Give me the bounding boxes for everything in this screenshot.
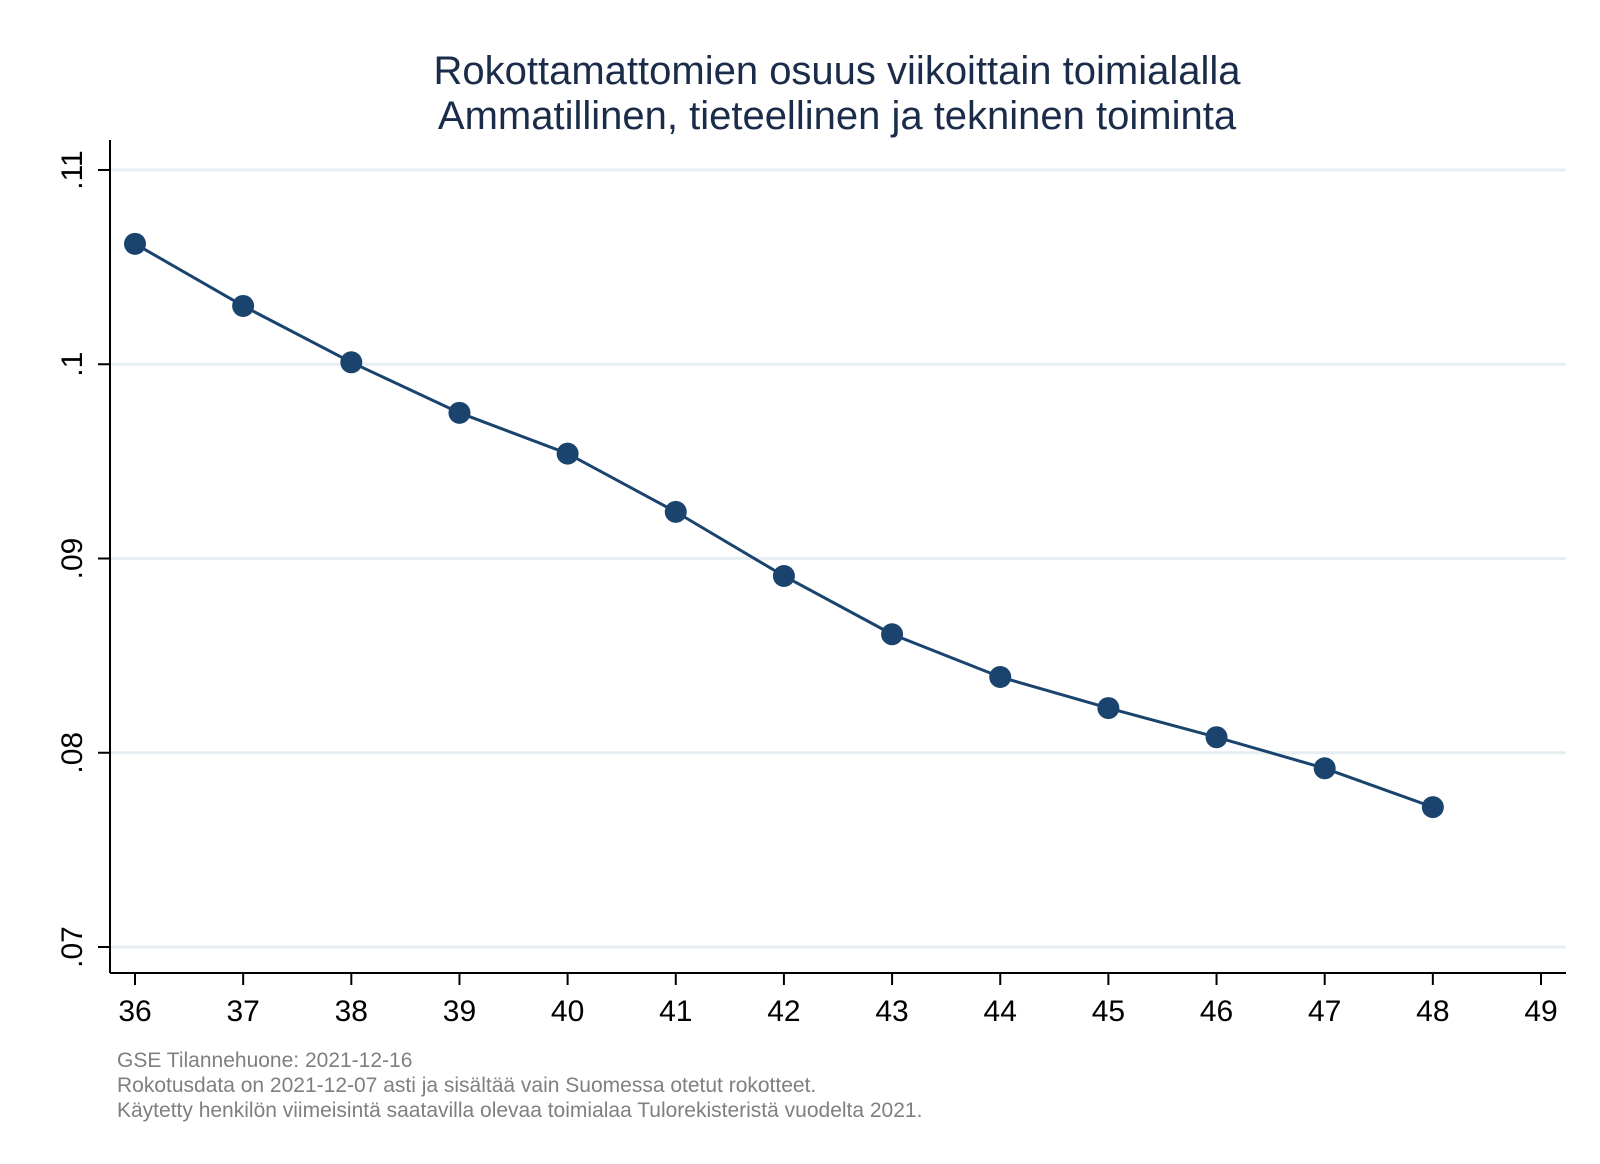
x-tick-label: 43 xyxy=(875,995,908,1028)
y-tick-label: .1 xyxy=(56,352,89,377)
x-tick-label: 49 xyxy=(1524,995,1557,1028)
title-line-2: Ammatillinen, tieteellinen ja tekninen t… xyxy=(438,94,1237,138)
x-tick-label: 44 xyxy=(984,995,1017,1028)
x-tick-label: 47 xyxy=(1308,995,1341,1028)
data-series xyxy=(124,232,1444,819)
x-tick-label: 41 xyxy=(659,995,692,1028)
x-tick-label: 45 xyxy=(1092,995,1125,1028)
series-line xyxy=(134,242,1434,809)
y-tick-label: .08 xyxy=(56,732,89,774)
data-point xyxy=(989,665,1012,688)
data-point xyxy=(1313,757,1336,780)
data-point xyxy=(448,401,471,424)
x-tick-label: 48 xyxy=(1416,995,1449,1028)
data-point xyxy=(664,500,687,523)
data-point xyxy=(1421,796,1444,819)
note-line-1: GSE Tilannehuone: 2021-12-16 xyxy=(117,1049,412,1072)
gridlines xyxy=(110,168,1566,949)
note-line-2: Rokotusdata on 2021-12-07 asti ja sisält… xyxy=(117,1074,816,1097)
data-point xyxy=(772,564,795,587)
x-tick-label: 37 xyxy=(226,995,259,1028)
chart-notes: GSE Tilannehuone: 2021-12-16 Rokotusdata… xyxy=(117,1049,922,1122)
x-tick-label: 38 xyxy=(335,995,368,1028)
data-point xyxy=(340,351,363,374)
x-tick-label: 46 xyxy=(1200,995,1233,1028)
axes xyxy=(109,140,1566,974)
chart-title: Rokottamattomien osuus viikoittain toimi… xyxy=(433,49,1241,138)
data-point xyxy=(556,442,579,465)
title-line-1: Rokottamattomien osuus viikoittain toimi… xyxy=(433,49,1241,93)
data-point xyxy=(124,232,146,255)
y-axis-ticks: .07 .08 .09 .1 .11 xyxy=(56,150,110,968)
y-tick-label: .11 xyxy=(56,150,89,189)
y-tick-label: .09 xyxy=(56,538,89,580)
note-line-3: Käytetty henkilön viimeisintä saatavilla… xyxy=(117,1099,922,1122)
x-tick-label: 36 xyxy=(118,995,151,1028)
y-tick-label: .07 xyxy=(56,926,89,968)
x-axis-ticks: 36 37 38 39 40 41 42 43 44 45 46 47 48 49 xyxy=(118,973,1558,1028)
x-tick-label: 40 xyxy=(551,995,584,1028)
data-point xyxy=(881,623,904,646)
x-tick-label: 39 xyxy=(443,995,476,1028)
data-point xyxy=(1205,726,1228,749)
data-point xyxy=(1097,697,1120,720)
x-tick-label: 42 xyxy=(767,995,800,1028)
data-point xyxy=(232,294,255,317)
